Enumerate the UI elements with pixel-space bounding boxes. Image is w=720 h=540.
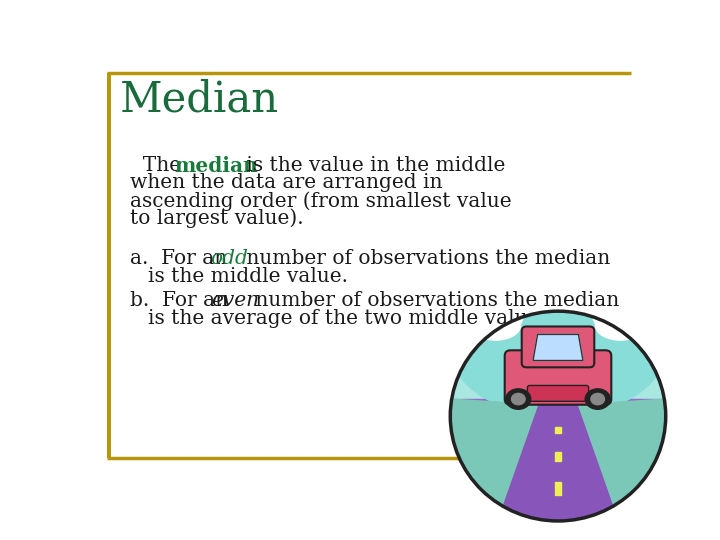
Text: b.  For an: b. For an [130, 291, 235, 310]
Polygon shape [578, 399, 666, 524]
Ellipse shape [471, 310, 521, 340]
Ellipse shape [511, 393, 525, 405]
Text: even: even [211, 291, 259, 310]
Text: odd: odd [211, 249, 248, 268]
Text: is the average of the two middle values.: is the average of the two middle values. [148, 309, 556, 328]
FancyBboxPatch shape [522, 327, 594, 367]
Text: to largest value).: to largest value). [130, 209, 304, 228]
Polygon shape [450, 399, 538, 524]
Bar [554, 427, 562, 433]
Text: ascending order (from smallest value: ascending order (from smallest value [130, 191, 512, 211]
Polygon shape [495, 405, 621, 524]
FancyBboxPatch shape [107, 72, 111, 457]
Text: number of observations the median: number of observations the median [248, 291, 618, 310]
Ellipse shape [585, 389, 610, 409]
Text: The: The [130, 156, 188, 174]
Ellipse shape [450, 280, 666, 416]
Ellipse shape [593, 306, 625, 329]
Ellipse shape [450, 311, 666, 521]
Ellipse shape [491, 306, 523, 329]
Polygon shape [450, 399, 666, 524]
Ellipse shape [591, 393, 605, 405]
Ellipse shape [595, 310, 645, 340]
Text: number of observations the median: number of observations the median [240, 249, 611, 268]
Text: median: median [175, 156, 258, 176]
Ellipse shape [506, 389, 531, 409]
Text: Median: Median [120, 79, 279, 120]
Text: when the data are arranged in: when the data are arranged in [130, 173, 443, 192]
Text: a.  For an: a. For an [130, 249, 234, 268]
Bar [554, 453, 562, 461]
Text: is the middle value.: is the middle value. [148, 267, 348, 286]
FancyBboxPatch shape [505, 350, 611, 405]
Text: is the value in the middle: is the value in the middle [240, 156, 505, 174]
FancyBboxPatch shape [527, 386, 589, 401]
Polygon shape [533, 334, 583, 361]
Bar [554, 482, 562, 496]
